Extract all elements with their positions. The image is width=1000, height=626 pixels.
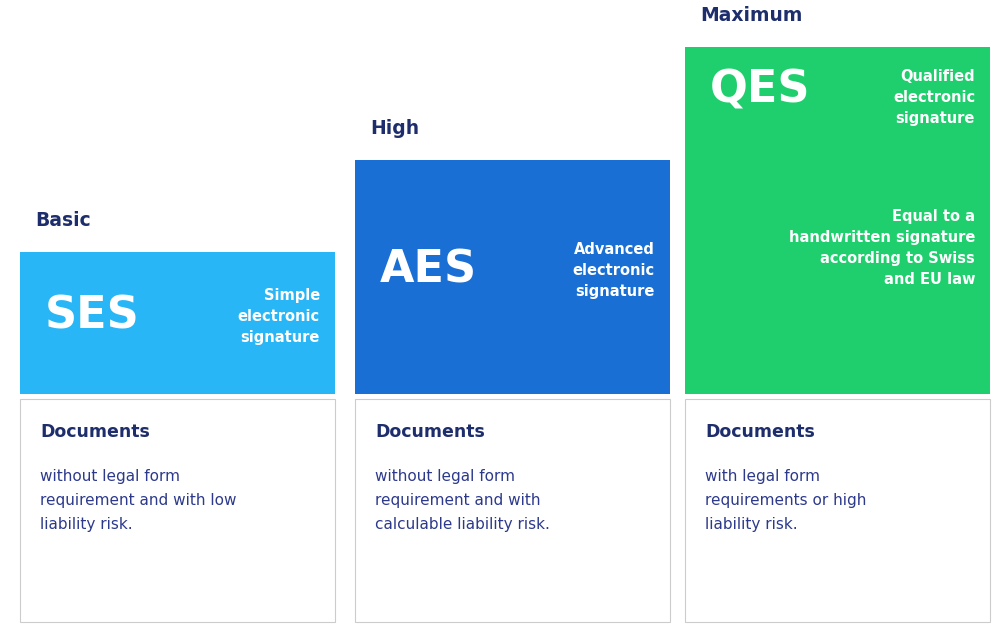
Text: Documents: Documents: [375, 423, 485, 441]
Text: High: High: [370, 119, 419, 138]
Text: Equal to a
handwritten signature
according to Swiss
and EU law: Equal to a handwritten signature accordi…: [789, 209, 975, 287]
Text: Advanced
electronic
signature: Advanced electronic signature: [573, 242, 655, 299]
Text: Documents: Documents: [705, 423, 815, 441]
Text: SES: SES: [45, 295, 140, 338]
Text: Qualified
electronic
signature: Qualified electronic signature: [893, 69, 975, 126]
Bar: [685, 47, 990, 394]
Text: without legal form
requirement and with low
liability risk.: without legal form requirement and with …: [40, 470, 237, 533]
Bar: [355, 399, 670, 622]
Bar: [20, 252, 335, 394]
Text: QES: QES: [710, 69, 811, 112]
Text: Basic: Basic: [35, 211, 91, 230]
Text: Documents: Documents: [40, 423, 150, 441]
Text: without legal form
requirement and with
calculable liability risk.: without legal form requirement and with …: [375, 470, 550, 533]
Text: with legal form
requirements or high
liability risk.: with legal form requirements or high lia…: [705, 470, 866, 533]
Text: Maximum: Maximum: [700, 6, 802, 25]
Text: Simple
electronic
signature: Simple electronic signature: [238, 288, 320, 345]
Text: AES: AES: [380, 249, 477, 292]
Bar: [355, 160, 670, 394]
Bar: [20, 399, 335, 622]
Bar: [685, 399, 990, 622]
